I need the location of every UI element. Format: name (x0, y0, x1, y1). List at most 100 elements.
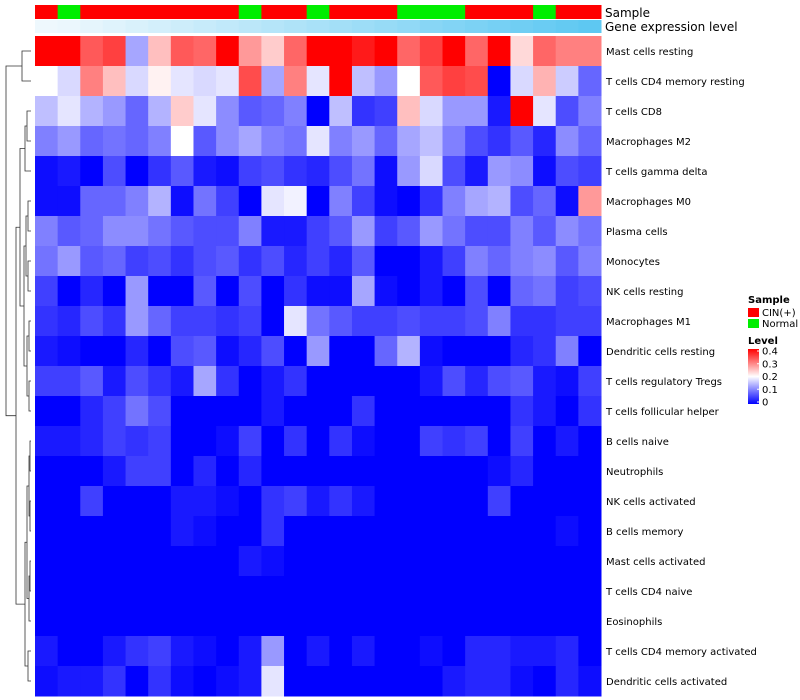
heatmap-cell (261, 486, 285, 517)
heatmap-cell (578, 426, 602, 457)
heatmap-cell (284, 456, 308, 487)
heatmap-cell (465, 96, 489, 127)
heatmap-cell (374, 216, 398, 247)
heatmap-cell (284, 36, 308, 67)
sample-annotation-cell (284, 5, 308, 19)
heatmap-cell (125, 216, 149, 247)
heatmap-cell (35, 486, 59, 517)
heatmap-cell (306, 246, 330, 277)
heatmap-cell (487, 66, 511, 97)
heatmap-cell (306, 396, 330, 427)
heatmap-cell (329, 306, 353, 337)
heatmap-cell (102, 516, 127, 547)
heatmap-cell (148, 216, 172, 247)
row-label: B cells naive (606, 437, 669, 448)
heatmap-cell (442, 306, 466, 337)
heatmap-cell (170, 366, 194, 397)
heatmap-cell (35, 636, 59, 667)
heatmap-cell (442, 516, 466, 547)
heatmap-cell (261, 186, 285, 217)
heatmap-cell (578, 456, 602, 487)
heatmap-cell (306, 36, 330, 67)
heatmap-cell (170, 216, 194, 247)
heatmap-cell (374, 666, 398, 697)
heatmap-cell (193, 516, 217, 547)
heatmap-cell (351, 306, 376, 337)
heatmap-cell (238, 276, 262, 307)
heatmap-cell (555, 426, 579, 457)
heatmap-cell (102, 426, 127, 457)
heatmap-cell (329, 486, 353, 517)
heatmap-cell (238, 426, 262, 457)
heatmap-cell (238, 216, 262, 247)
heatmap-cell (487, 336, 511, 367)
heatmap-cell (351, 666, 376, 697)
heatmap-cell (102, 126, 127, 157)
heatmap-cell (216, 576, 240, 607)
heatmap-cell (578, 186, 602, 217)
heatmap-cell (487, 36, 511, 67)
heatmap-cell (80, 516, 104, 547)
heatmap-cell (193, 126, 217, 157)
heatmap-cell (35, 666, 59, 697)
heatmap-cell (510, 36, 534, 67)
heatmap-cell (533, 546, 557, 577)
heatmap-cell (578, 606, 602, 637)
heatmap-cell (465, 636, 489, 667)
heatmap-cell (419, 336, 444, 367)
heatmap-cell (329, 546, 353, 577)
sample-annotation-cell (261, 5, 285, 19)
heatmap-cell (57, 636, 81, 667)
heatmap-cell (80, 576, 104, 607)
heatmap-cell (465, 246, 489, 277)
heatmap-cell (238, 96, 262, 127)
heatmap-cell (578, 396, 602, 427)
heatmap-cell (533, 636, 557, 667)
heatmap-cell (193, 576, 217, 607)
heatmap-cell (261, 306, 285, 337)
heatmap-cell (57, 306, 81, 337)
legend-normal-swatch (748, 319, 759, 328)
heatmap-cell (329, 606, 353, 637)
heatmap-cell (80, 126, 104, 157)
heatmap-cell (170, 606, 194, 637)
heatmap-cell (442, 66, 466, 97)
heatmap-cell (374, 366, 398, 397)
heatmap-cell (419, 516, 444, 547)
heatmap-cell (329, 156, 353, 187)
heatmap-cell (125, 396, 149, 427)
sample-annotation-cell (533, 5, 557, 19)
row-label: T cells CD4 memory resting (605, 77, 745, 88)
heatmap-cell (442, 546, 466, 577)
heatmap-cell (374, 636, 398, 667)
heatmap-cell (374, 576, 398, 607)
heatmap-cell (57, 486, 81, 517)
expression-annotation-cell (261, 20, 285, 33)
heatmap-cell (57, 426, 81, 457)
heatmap-cell (284, 516, 308, 547)
level-legend-title: Level (748, 336, 778, 347)
heatmap-cell (193, 366, 217, 397)
heatmap-cell (125, 96, 149, 127)
heatmap-cell (374, 486, 398, 517)
dendrogram-branch (5, 65, 22, 417)
row-label: Macrophages M1 (606, 317, 691, 328)
heatmap-cell (193, 336, 217, 367)
sample-annotation-cell (125, 5, 149, 19)
heatmap-cell (442, 426, 466, 457)
sample-annotation-cell (148, 5, 172, 19)
legend-cin-label: CIN(+) (762, 308, 796, 319)
heatmap-cell (555, 126, 579, 157)
heatmap-cell (306, 486, 330, 517)
heatmap-cell (306, 336, 330, 367)
heatmap-cell (102, 666, 127, 697)
heatmap-cell (216, 336, 240, 367)
heatmap-cell (306, 546, 330, 577)
heatmap-cell (533, 306, 557, 337)
heatmap-cell (80, 186, 104, 217)
heatmap-cell (419, 36, 444, 67)
heatmap-cell (419, 126, 444, 157)
heatmap-cell (351, 546, 376, 577)
expression-annotation-cell (510, 20, 534, 33)
heatmap-cell (238, 456, 262, 487)
